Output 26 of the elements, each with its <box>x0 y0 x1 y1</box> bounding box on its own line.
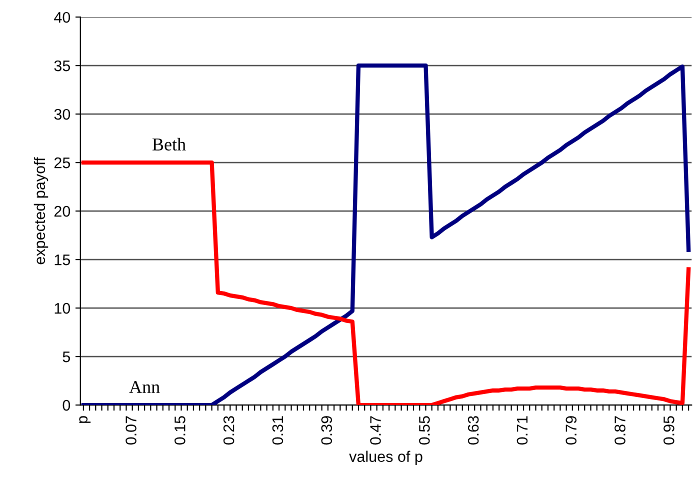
x-tick-label: p <box>79 416 91 423</box>
x-tick-label: 0.55 <box>419 416 430 445</box>
x-tick-label: 0.39 <box>321 416 332 445</box>
x-tick-label: 0.07 <box>126 416 136 445</box>
x-tick-label: 0.31 <box>272 416 284 445</box>
y-tick-label: 40 <box>54 12 70 23</box>
y-tick-label: 35 <box>54 60 70 72</box>
y-tick-label: 5 <box>62 352 70 362</box>
y-tick-label: 15 <box>54 254 70 266</box>
y-tick-label: 30 <box>54 108 70 120</box>
x-tick-label: 0.95 <box>664 416 674 445</box>
x-tick-label: 0.87 <box>614 416 626 445</box>
x-tick-label: 0.71 <box>516 416 528 445</box>
y-tick-label: 0 <box>62 400 70 411</box>
series-label: Beth <box>152 138 186 151</box>
x-tick-label: 0.23 <box>223 416 234 445</box>
y-tick-label: 20 <box>54 206 70 217</box>
x-axis-title: values of p <box>349 450 422 465</box>
series-label: Ann <box>129 380 160 393</box>
y-tick-label: 10 <box>54 302 70 314</box>
x-tick-label: 0.15 <box>174 416 186 445</box>
y-tick-label: 25 <box>54 157 70 168</box>
x-tick-label: 0.63 <box>468 416 479 445</box>
x-tick-label: 0.47 <box>370 416 381 445</box>
y-axis-title: expected payoff <box>34 157 48 264</box>
x-tick-label: 0.79 <box>566 416 577 445</box>
